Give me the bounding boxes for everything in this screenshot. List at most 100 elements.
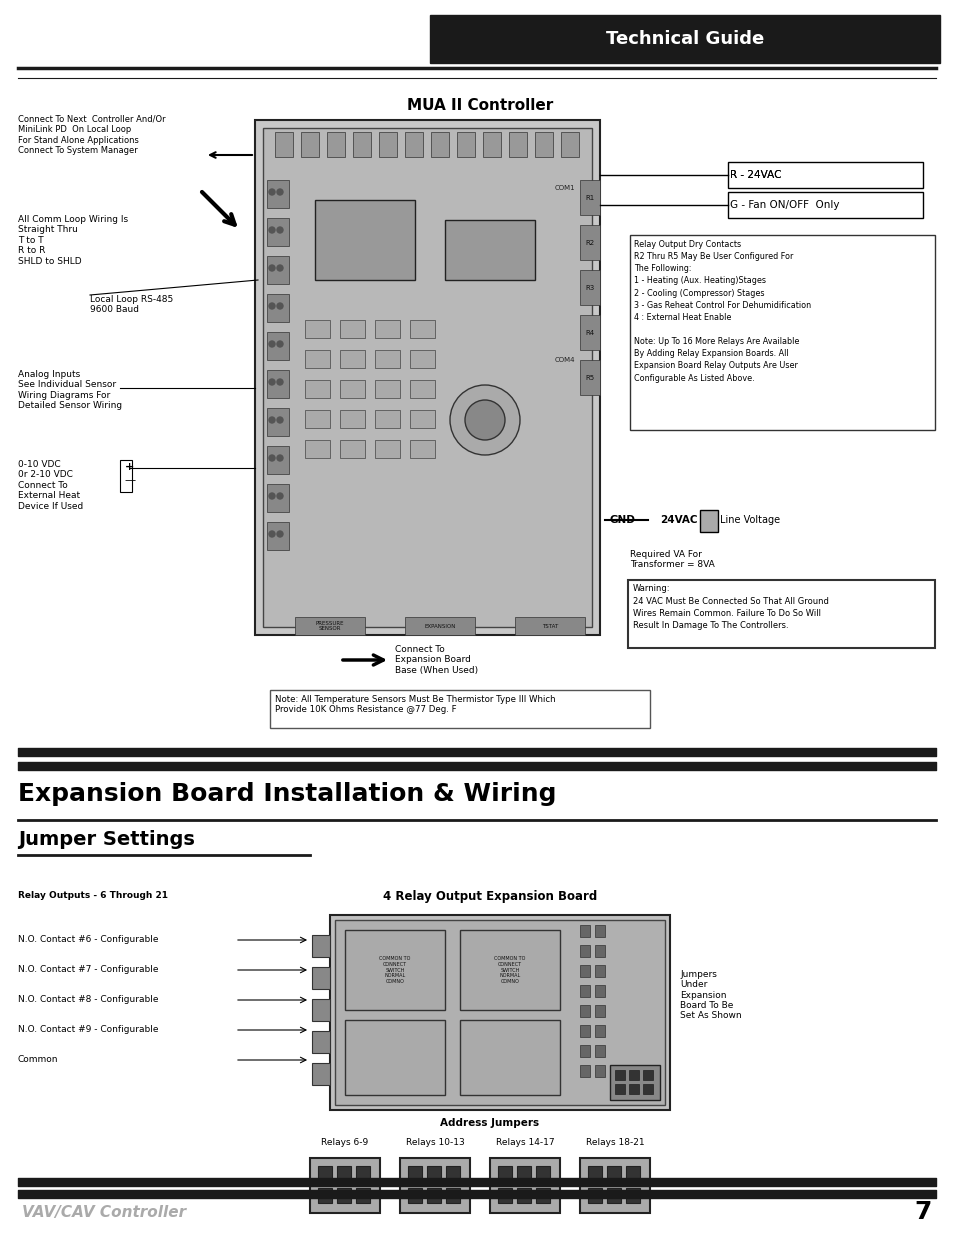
Bar [595, 965, 604, 977]
Text: R1: R1 [585, 195, 594, 201]
Text: PRESSURE
SENSOR: PRESSURE SENSOR [315, 621, 344, 631]
Bar [509, 132, 526, 157]
Bar [579, 1005, 589, 1016]
Bar [405, 132, 422, 157]
Bar [305, 440, 330, 458]
Bar [399, 1158, 470, 1213]
Bar [336, 1166, 351, 1181]
Bar [339, 350, 365, 368]
Bar [310, 1158, 379, 1213]
Text: R - 24VAC: R - 24VAC [729, 170, 781, 180]
Bar [312, 999, 330, 1021]
Text: Relays 14-17: Relays 14-17 [496, 1137, 554, 1147]
Circle shape [269, 303, 274, 309]
Bar [345, 1020, 444, 1095]
Bar [517, 1188, 531, 1203]
Text: R5: R5 [585, 375, 594, 382]
Bar [595, 925, 604, 937]
Circle shape [276, 227, 283, 233]
Circle shape [450, 385, 519, 454]
Bar [305, 350, 330, 368]
Text: EXPANSION: EXPANSION [424, 624, 456, 629]
Bar [330, 915, 669, 1110]
Text: COMMON TO
CONNECT
SWITCH
NORMAL
COMNO: COMMON TO CONNECT SWITCH NORMAL COMNO [379, 956, 410, 984]
Bar [459, 1020, 559, 1095]
Circle shape [269, 189, 274, 195]
Bar [270, 690, 649, 727]
Bar [317, 1166, 332, 1181]
Bar [579, 1025, 589, 1037]
Bar [274, 132, 293, 157]
Bar [595, 1065, 604, 1077]
Text: Expansion Board Installation & Wiring: Expansion Board Installation & Wiring [18, 782, 556, 806]
Bar [267, 219, 289, 246]
Text: VAV/CAV Controller: VAV/CAV Controller [22, 1204, 186, 1219]
Bar [410, 320, 435, 338]
Bar [327, 132, 345, 157]
Bar [490, 1158, 559, 1213]
Bar [431, 132, 449, 157]
Bar [587, 1188, 601, 1203]
Text: 4 Relay Output Expansion Board: 4 Relay Output Expansion Board [382, 890, 597, 903]
Text: R3: R3 [585, 285, 594, 291]
Text: Relay Output Dry Contacts
R2 Thru R5 May Be User Configured For
The Following:
1: Relay Output Dry Contacts R2 Thru R5 May… [634, 240, 810, 383]
Bar [410, 380, 435, 398]
Bar [263, 128, 592, 627]
Bar [629, 235, 934, 430]
Bar [579, 1045, 589, 1057]
Bar [339, 380, 365, 398]
Text: 0-10 VDC
0r 2-10 VDC
Connect To
External Heat
Device If Used: 0-10 VDC 0r 2-10 VDC Connect To External… [18, 459, 83, 510]
Bar [120, 459, 132, 492]
Bar [339, 320, 365, 338]
Bar [375, 410, 399, 429]
Bar [267, 522, 289, 550]
Bar [595, 945, 604, 957]
Bar [609, 1065, 659, 1100]
Text: Line Voltage: Line Voltage [720, 515, 780, 525]
Bar [615, 1070, 624, 1079]
Text: MUA II Controller: MUA II Controller [406, 98, 553, 112]
Bar [700, 510, 718, 532]
Text: N.O. Contact #7 - Configurable: N.O. Contact #7 - Configurable [18, 966, 158, 974]
Circle shape [276, 341, 283, 347]
Bar [353, 132, 371, 157]
Bar [595, 1025, 604, 1037]
Bar [642, 1084, 652, 1094]
Bar [427, 1166, 440, 1181]
Bar [375, 440, 399, 458]
Text: N.O. Contact #9 - Configurable: N.O. Contact #9 - Configurable [18, 1025, 158, 1035]
Bar [446, 1166, 459, 1181]
Bar [317, 1188, 332, 1203]
Circle shape [276, 189, 283, 195]
Circle shape [276, 379, 283, 385]
Bar [579, 270, 599, 305]
Bar [267, 294, 289, 322]
Bar [355, 1188, 370, 1203]
Circle shape [269, 266, 274, 270]
Bar [410, 440, 435, 458]
Circle shape [276, 417, 283, 424]
Bar [515, 618, 584, 635]
Bar [305, 410, 330, 429]
Circle shape [269, 227, 274, 233]
Text: Relay Outputs - 6 Through 21: Relay Outputs - 6 Through 21 [18, 890, 168, 899]
Circle shape [269, 341, 274, 347]
Bar [301, 132, 318, 157]
Bar [606, 1166, 620, 1181]
Text: R2: R2 [585, 240, 594, 246]
Circle shape [464, 400, 504, 440]
Bar [294, 618, 365, 635]
Bar [267, 332, 289, 359]
Text: Local Loop RS-485
9600 Baud: Local Loop RS-485 9600 Baud [90, 295, 173, 315]
Circle shape [276, 493, 283, 499]
Text: Required VA For
Transformer = 8VA: Required VA For Transformer = 8VA [629, 550, 714, 569]
Bar [579, 1158, 649, 1213]
Text: GND: GND [609, 515, 636, 525]
Bar [312, 1031, 330, 1053]
Bar [314, 200, 415, 280]
Bar [312, 1063, 330, 1086]
Circle shape [269, 531, 274, 537]
Bar [615, 1084, 624, 1094]
Text: Relays 10-13: Relays 10-13 [405, 1137, 464, 1147]
Text: +: + [125, 462, 134, 472]
